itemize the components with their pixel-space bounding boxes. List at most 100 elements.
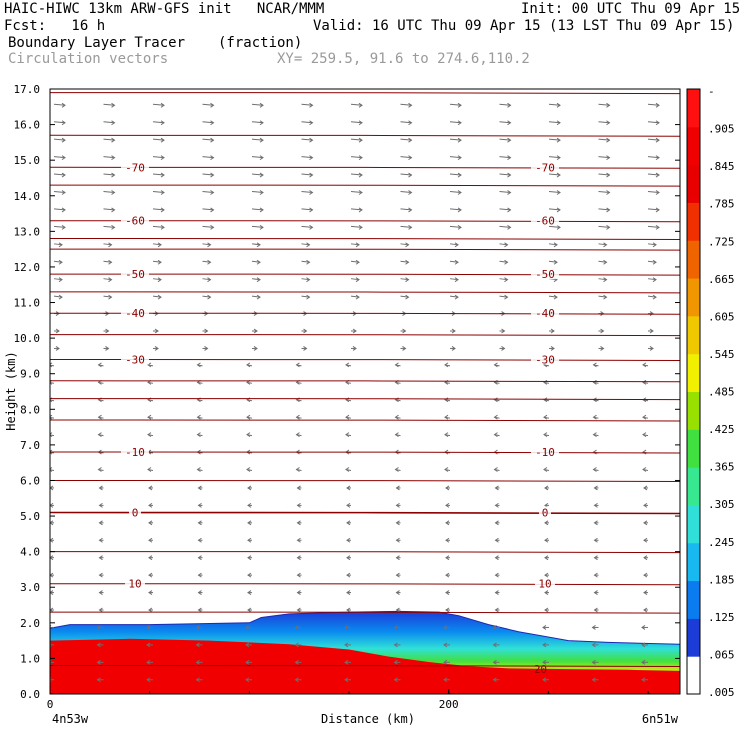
vector-arrowhead — [160, 172, 165, 178]
vector-arrowhead — [454, 259, 459, 265]
vector-arrowhead — [207, 294, 212, 300]
vector-arrowhead — [204, 346, 209, 351]
circulation-vector — [251, 138, 264, 141]
x-axis-label: Distance (km) — [321, 712, 415, 726]
contour-label: -70 — [125, 161, 145, 174]
vector-arrowhead — [61, 172, 66, 178]
vector-arrowhead — [147, 432, 152, 438]
vector-arrowhead — [544, 607, 549, 613]
circulation-vector — [301, 225, 313, 228]
circulation-vector — [103, 208, 115, 211]
vector-arrowhead — [246, 467, 251, 472]
y-tick-label: 16.0 — [14, 119, 41, 132]
circulation-vector — [598, 243, 607, 246]
vector-arrowhead — [402, 328, 407, 334]
vector-arrowhead — [98, 502, 103, 508]
vector-arrowhead — [493, 414, 498, 420]
vector-arrowhead — [259, 190, 264, 195]
colorbar-label: .485 — [708, 386, 735, 399]
vector-arrowhead — [157, 294, 162, 300]
vector-arrowhead — [61, 207, 66, 213]
vector-arrowhead — [50, 520, 54, 526]
vector-arrowhead — [50, 502, 54, 508]
circulation-vector — [598, 225, 610, 228]
vector-arrowhead — [148, 502, 153, 508]
vector-arrowhead — [606, 155, 611, 161]
vector-arrowhead — [355, 294, 360, 300]
tracer-saturated-layer — [50, 638, 680, 694]
circulation-vector — [350, 121, 363, 124]
colorbar-label: .725 — [708, 235, 735, 248]
vector-arrowhead — [306, 294, 311, 300]
circulation-vector — [350, 260, 360, 263]
circulation-vector — [301, 156, 313, 159]
circulation-vector — [400, 243, 409, 246]
colorbar-frame — [686, 88, 701, 695]
vector-arrowhead — [61, 155, 66, 161]
y-tick-label: 11.0 — [14, 297, 41, 310]
vector-arrowhead — [556, 120, 561, 126]
vector-arrowhead — [346, 502, 351, 508]
vector-arrowhead — [652, 294, 657, 300]
vector-arrowhead — [207, 242, 212, 248]
vector-arrowhead — [259, 120, 264, 126]
circulation-vector — [53, 190, 66, 193]
colorbar-swatch — [687, 656, 700, 695]
vector-arrowhead — [443, 625, 448, 630]
colorbar-label: .365 — [708, 461, 735, 474]
vector-arrowhead — [247, 555, 252, 561]
colorbar-swatch — [687, 89, 700, 128]
vector-arrowhead — [543, 414, 548, 420]
contour-label-low: 20 — [534, 663, 547, 676]
vector-arrowhead — [256, 259, 261, 265]
circulation-vector — [202, 243, 211, 246]
circulation-vector — [499, 225, 511, 228]
vector-arrowhead — [296, 485, 301, 491]
colorbar-label: .245 — [708, 536, 735, 549]
vector-arrowhead — [55, 328, 60, 334]
circulation-vector — [598, 260, 607, 263]
vector-arrowhead — [259, 102, 264, 108]
vector-arrowhead — [245, 677, 250, 683]
vector-arrowhead — [50, 555, 54, 561]
circulation-vector — [548, 208, 561, 211]
vector-arrowhead — [146, 642, 151, 648]
circulation-vector — [499, 121, 511, 124]
vector-arrowhead — [408, 207, 413, 213]
circulation-vector — [400, 260, 409, 263]
vector-arrowhead — [358, 190, 363, 195]
vector-arrowhead — [507, 102, 512, 108]
vector-arrowhead — [395, 502, 400, 508]
circulation-vector — [400, 156, 412, 159]
contour-label: -70 — [535, 161, 555, 174]
vector-arrowhead — [395, 520, 400, 526]
vector-arrowhead — [393, 677, 398, 683]
vector-arrowhead — [96, 642, 101, 648]
y-tick-label: 8.0 — [20, 403, 40, 416]
circulation-vector — [598, 103, 610, 106]
y-tick-label: 1.0 — [20, 652, 40, 665]
vector-arrowhead — [146, 659, 151, 665]
vector-arrowhead — [494, 607, 499, 613]
circulation-vector — [449, 156, 462, 159]
circulation-vector — [400, 103, 412, 106]
vector-arrowhead — [50, 414, 53, 420]
contour-label-bg — [531, 446, 559, 457]
vector-arrowhead — [96, 625, 101, 630]
vector-arrowhead — [296, 572, 301, 578]
circulation-vector — [152, 278, 162, 281]
colorbar-label: .605 — [708, 310, 735, 323]
vector-arrowhead — [553, 294, 558, 300]
circulation-vector — [400, 121, 412, 124]
colorbar-swatch — [687, 580, 700, 619]
circulation-vector — [598, 208, 610, 211]
circulation-vector — [301, 208, 313, 211]
circulation-vector — [548, 243, 558, 246]
vector-arrowhead — [606, 224, 611, 230]
xy-range: XY= 259.5, 91.6 to 274.6,110.2 — [277, 51, 530, 67]
vector-arrowhead — [160, 137, 165, 143]
vector-arrowhead — [394, 414, 399, 420]
vector-arrowhead — [355, 259, 360, 265]
vector-arrowhead — [655, 120, 660, 126]
vector-arrowhead — [160, 155, 165, 161]
